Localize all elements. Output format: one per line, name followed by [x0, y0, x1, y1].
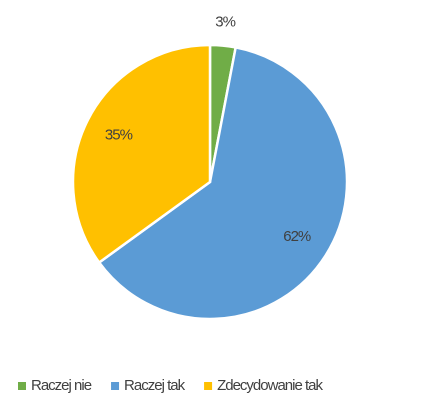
data-label: 35%	[105, 126, 133, 143]
legend-label: Raczej tak	[124, 377, 186, 394]
legend-label: Raczej nie	[31, 377, 92, 394]
data-label: 3%	[215, 13, 235, 30]
pie-slice	[97, 45, 349, 321]
data-label: 62%	[283, 228, 311, 245]
legend-swatch	[18, 382, 26, 390]
legend-swatch	[111, 382, 120, 390]
pie-slice	[71, 43, 212, 265]
legend-swatch	[204, 382, 213, 390]
legend-label: Zdecydowanie tak	[217, 377, 323, 394]
